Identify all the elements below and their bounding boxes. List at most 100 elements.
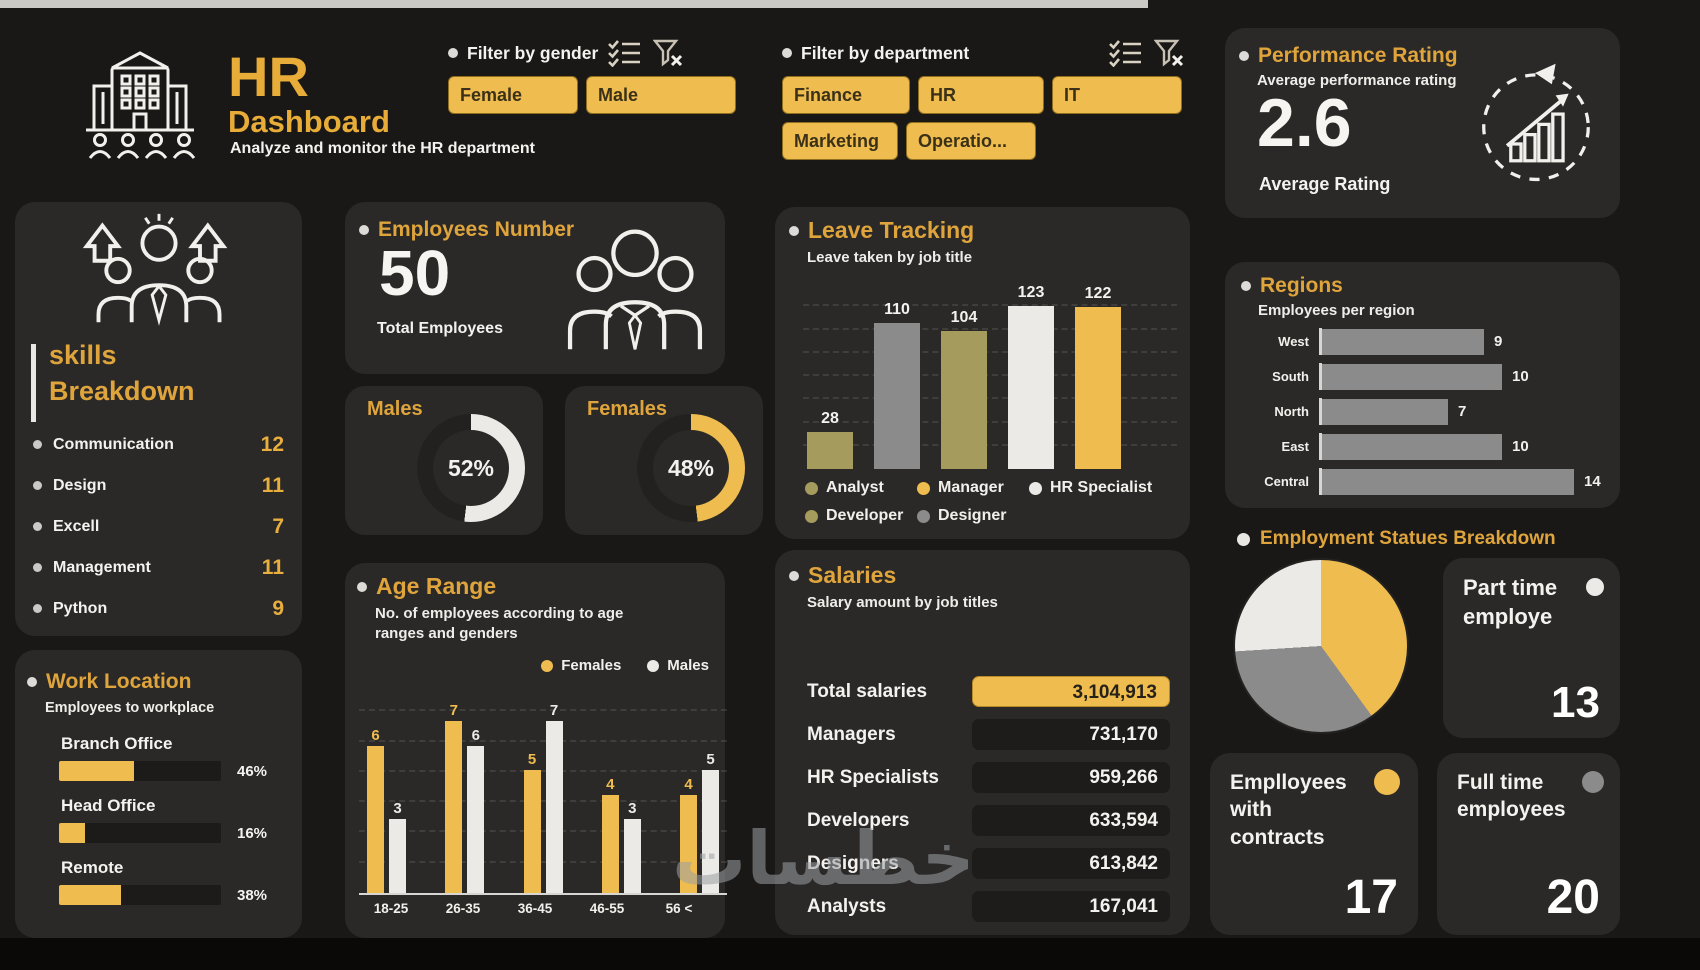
skill-value: 12 <box>260 432 284 456</box>
salary-value: 167,041 <box>972 891 1170 922</box>
age-bar-column: 7 <box>445 702 463 893</box>
salary-label: Developers <box>807 809 910 831</box>
bar-value-label: 6 <box>371 727 380 744</box>
checklist-icon[interactable] <box>1108 39 1142 67</box>
team-icon <box>567 229 703 350</box>
percentage-label: 46% <box>237 762 268 780</box>
bar <box>1322 433 1502 460</box>
region-label: East <box>1281 439 1309 454</box>
leave-bar-hr-specialist: 123 <box>1008 284 1054 469</box>
workplace-remote: Remote 38% <box>33 858 290 905</box>
region-label: South <box>1272 369 1309 384</box>
males-donut-chart: 52% <box>417 414 525 522</box>
department-filter-label: Filter by department <box>801 42 970 63</box>
bar-value-label: 10 <box>1512 368 1529 385</box>
percentage-label: 16% <box>237 824 268 842</box>
bar-value-label: 7 <box>549 702 559 719</box>
legend-dot-icon <box>917 509 930 523</box>
salary-row-hr-specialists: HR Specialists 959,266 <box>807 756 1170 799</box>
bar-value-label: 3 <box>393 800 402 817</box>
filter-button-hr[interactable]: HR <box>918 76 1044 114</box>
leave-legend-row2: Developer Designer <box>805 507 1006 525</box>
legend-item-females: Females <box>541 657 621 674</box>
employees-number-card: Employees Number 50 Total Employees <box>345 202 725 374</box>
gridline <box>803 397 1177 400</box>
bar-value-label: 4 <box>606 776 615 793</box>
leave-bar-manager: 122 <box>1075 285 1121 469</box>
salary-label: Total salaries <box>807 680 928 702</box>
employment-pie-chart <box>1233 558 1409 734</box>
bar <box>874 323 920 469</box>
bullet-icon <box>33 563 42 572</box>
gridline <box>359 800 727 803</box>
bar <box>545 721 563 893</box>
clear-filter-icon[interactable] <box>653 39 683 67</box>
bar <box>623 819 641 893</box>
bar <box>1008 306 1054 469</box>
filter-button-operations[interactable]: Operatio... <box>906 122 1036 160</box>
age-bar-column: 5 <box>702 751 719 893</box>
skills-title-line1: skills <box>49 340 117 370</box>
bullet-icon <box>27 677 37 687</box>
age-bar-column: 5 <box>523 751 541 893</box>
full-time-value: 20 <box>1546 871 1600 924</box>
performance-value: 2.6 <box>1257 85 1352 161</box>
employees-number-caption: Total Employees <box>377 320 503 337</box>
salary-row-managers: Managers 731,170 <box>807 713 1170 756</box>
x-axis-label: 18-25 <box>373 901 409 916</box>
filter-button-finance[interactable]: Finance <box>782 76 910 114</box>
bar-value-label: 123 <box>1017 284 1045 301</box>
workplace-bar-row: 46% <box>59 761 290 781</box>
legend-dot-icon <box>1029 481 1042 495</box>
filter-button-it[interactable]: IT <box>1052 76 1182 114</box>
age-bar-column: 3 <box>389 800 406 893</box>
bar-value-label: 6 <box>471 727 480 744</box>
salary-value: 3,104,913 <box>972 676 1170 707</box>
legend-dot-icon <box>647 659 660 672</box>
salaries-title: Salaries <box>808 562 897 588</box>
males-card: Males 52% <box>345 386 543 535</box>
skill-row-python: Python 9 <box>33 588 284 629</box>
employees-number-value: 50 <box>379 237 451 309</box>
region-row-east: East 10 <box>1243 433 1606 460</box>
bullet-icon <box>782 48 792 58</box>
checklist-icon[interactable] <box>607 39 641 67</box>
salary-row-total-salaries: Total salaries 3,104,913 <box>807 670 1170 713</box>
salary-row-developers: Developers 633,594 <box>807 799 1170 842</box>
progress-track <box>59 761 221 781</box>
age-bar-column: 6 <box>367 727 384 893</box>
bar-value-label: 7 <box>449 702 458 719</box>
leave-tracking-title: Leave Tracking <box>808 217 975 243</box>
region-row-south: South 10 <box>1243 363 1606 390</box>
skill-label: Management <box>53 558 151 576</box>
contracts-value: 17 <box>1344 871 1398 924</box>
gender-filter: Filter by gender Female Male <box>448 39 740 114</box>
salary-row-designers: Designers 613,842 <box>807 842 1170 885</box>
legend-item-manager: Manager <box>917 479 1029 497</box>
bar-value-label: 122 <box>1084 285 1112 302</box>
skill-value: 11 <box>261 555 284 579</box>
gridline <box>359 739 727 742</box>
clear-filter-icon[interactable] <box>1154 39 1184 67</box>
bar <box>367 746 384 893</box>
work-location-subtitle: Employees to workplace <box>45 700 215 716</box>
status-dot-icon <box>1582 771 1604 793</box>
workplace-bar-row: 16% <box>59 823 290 843</box>
skills-breakdown-card: skills Breakdown Communication 12 Design 11… <box>15 202 302 636</box>
bar <box>523 770 541 893</box>
filter-button-male[interactable]: Male <box>586 76 736 114</box>
gridline <box>359 830 727 833</box>
filter-button-female[interactable]: Female <box>448 76 578 114</box>
regions-subtitle: Employees per region <box>1258 302 1415 319</box>
workplace-branch-office: Branch Office 46% <box>33 734 290 781</box>
age-range-subtitle-line2: ranges and genders <box>375 625 518 642</box>
salaries-card: Salaries Salary amount by job titles Tot… <box>775 550 1190 935</box>
filter-button-marketing[interactable]: Marketing <box>782 122 898 160</box>
skill-value: 7 <box>272 514 284 538</box>
bar <box>680 795 697 893</box>
work-location-bars: Branch Office 46% Head Office 16% Remote 38% <box>33 734 290 920</box>
bar <box>445 721 463 893</box>
